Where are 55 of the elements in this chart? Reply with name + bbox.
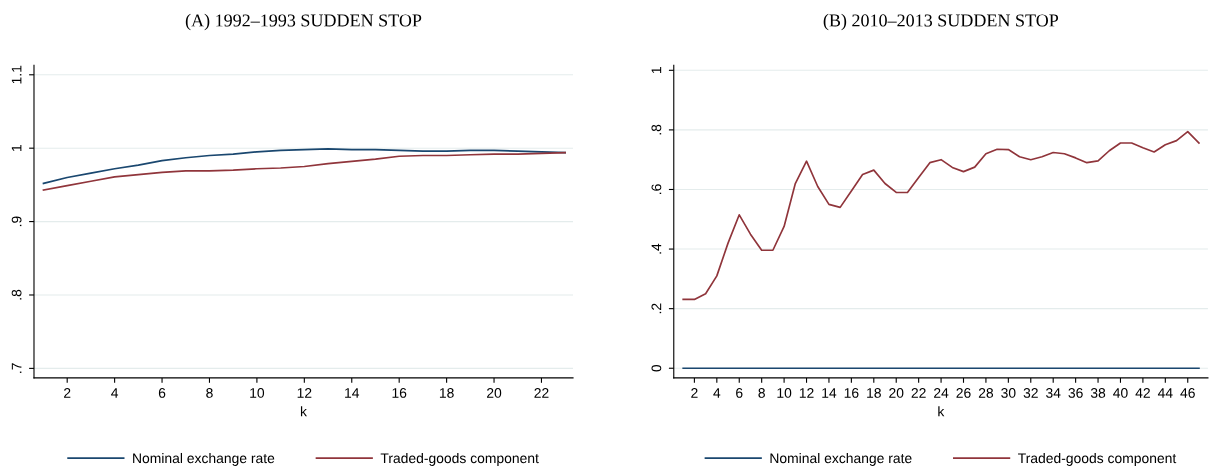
line-series — [42, 151, 567, 191]
y-tick-label: .8 — [651, 124, 662, 135]
x-tick-label: 20 — [487, 388, 502, 398]
y-tick-label: .8 — [11, 289, 22, 300]
x-tick-label: 26 — [956, 388, 971, 398]
y-tick-label: 1.1 — [11, 65, 22, 84]
x-tick-label: 2 — [691, 388, 698, 398]
chart-title: (B) 2010–2013 SUDDEN STOP — [823, 13, 1059, 31]
legend-label: Nominal exchange rate — [133, 452, 275, 466]
x-tick-label: 22 — [534, 388, 549, 398]
x-tick-label: 24 — [934, 388, 949, 398]
x-tick-label: 6 — [158, 388, 166, 398]
x-tick-label: 46 — [1180, 388, 1195, 398]
x-tick-label: 22 — [911, 388, 926, 398]
legend-label: Traded-goods component — [380, 452, 539, 466]
x-tick-label: 40 — [1113, 388, 1128, 398]
x-tick-label: 36 — [1068, 388, 1083, 398]
x-tick-label: 16 — [392, 388, 407, 398]
x-tick-label: 14 — [345, 388, 360, 398]
x-tick-label: 44 — [1157, 388, 1173, 398]
x-tick-label: 18 — [439, 388, 454, 398]
x-tick-label: 12 — [297, 388, 312, 398]
x-tick-label: 6 — [736, 388, 743, 398]
x-tick-label: 28 — [978, 388, 994, 398]
y-tick-label: 1 — [11, 145, 22, 151]
x-tick-label: 10 — [777, 388, 792, 398]
y-tick-label: 1 — [651, 67, 662, 74]
x-tick-label: 34 — [1046, 388, 1061, 398]
x-tick-label: 30 — [1001, 388, 1016, 398]
x-tick-label: 38 — [1090, 388, 1106, 398]
chart-title: (A) 1992–1993 SUDDEN STOP — [185, 13, 422, 31]
x-axis-title: k — [300, 406, 307, 417]
line-series — [682, 130, 1200, 301]
x-tick-label: 14 — [822, 388, 837, 398]
legend-label: Nominal exchange rate — [770, 452, 912, 466]
y-tick-label: .9 — [11, 216, 22, 227]
x-tick-label: 4 — [713, 388, 721, 398]
x-tick-label: 8 — [206, 388, 213, 398]
x-tick-label: 42 — [1135, 388, 1150, 398]
x-tick-label: 16 — [844, 388, 859, 398]
y-tick-label: .7 — [11, 363, 22, 373]
x-axis-title: k — [938, 406, 945, 417]
x-tick-label: 32 — [1023, 388, 1038, 398]
x-tick-label: 12 — [799, 388, 814, 398]
x-tick-label: 18 — [867, 388, 881, 398]
y-tick-label: .6 — [651, 184, 662, 194]
x-tick-label: 4 — [111, 388, 119, 398]
x-tick-label: 8 — [758, 388, 765, 398]
y-tick-label: .4 — [651, 243, 662, 254]
x-tick-label: 2 — [64, 388, 71, 398]
x-tick-label: 10 — [250, 388, 265, 398]
legend-label: Traded-goods component — [1018, 452, 1177, 466]
x-tick-label: 20 — [889, 388, 904, 398]
y-tick-label: .2 — [651, 303, 662, 314]
y-tick-label: 0 — [651, 364, 662, 372]
